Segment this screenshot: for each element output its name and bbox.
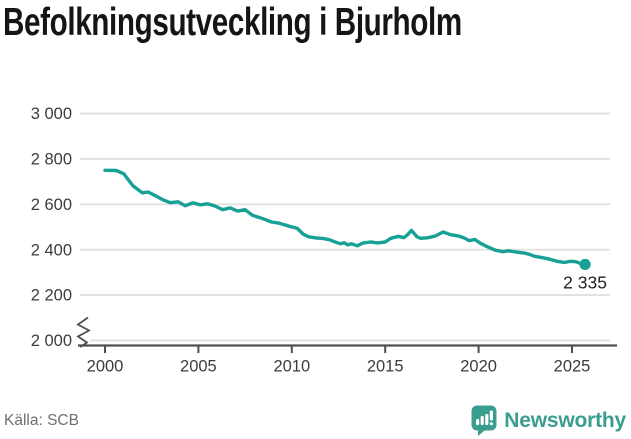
axis-break-zigzag-icon (76, 316, 91, 348)
chart-footer: Källa: SCB Newsworthy (0, 405, 631, 437)
y-tick-label-2400: 2 400 (31, 241, 72, 259)
x-tick-label-2000: 2000 (87, 358, 124, 376)
chart-title: Befolkningsutveckling i Bjurholm (3, 1, 462, 44)
population-line-series (103, 168, 587, 267)
x-tick-label-2015: 2015 (367, 358, 404, 376)
x-tick-label-2005: 2005 (180, 358, 217, 376)
x-tick-label-2025: 2025 (554, 358, 591, 376)
end-value-label: 2 335 (563, 272, 607, 292)
newsworthy-bubble-chart-icon (471, 405, 497, 436)
end-point-marker (579, 258, 591, 271)
y-tick-label-2600: 2 600 (31, 196, 72, 214)
y-tick-label-2800: 2 800 (31, 151, 72, 169)
y-tick-label-2000: 2 000 (31, 332, 72, 350)
y-tick-label-3000: 3 000 (31, 105, 72, 123)
brand-name: Newsworthy (504, 409, 626, 432)
x-tick-label-2010: 2010 (273, 358, 310, 376)
y-tick-label-2200: 2 200 (31, 287, 72, 305)
x-tick-label-2020: 2020 (460, 358, 497, 376)
newsworthy-logo[interactable]: Newsworthy (471, 405, 626, 437)
source-note: Källa: SCB (4, 412, 79, 429)
